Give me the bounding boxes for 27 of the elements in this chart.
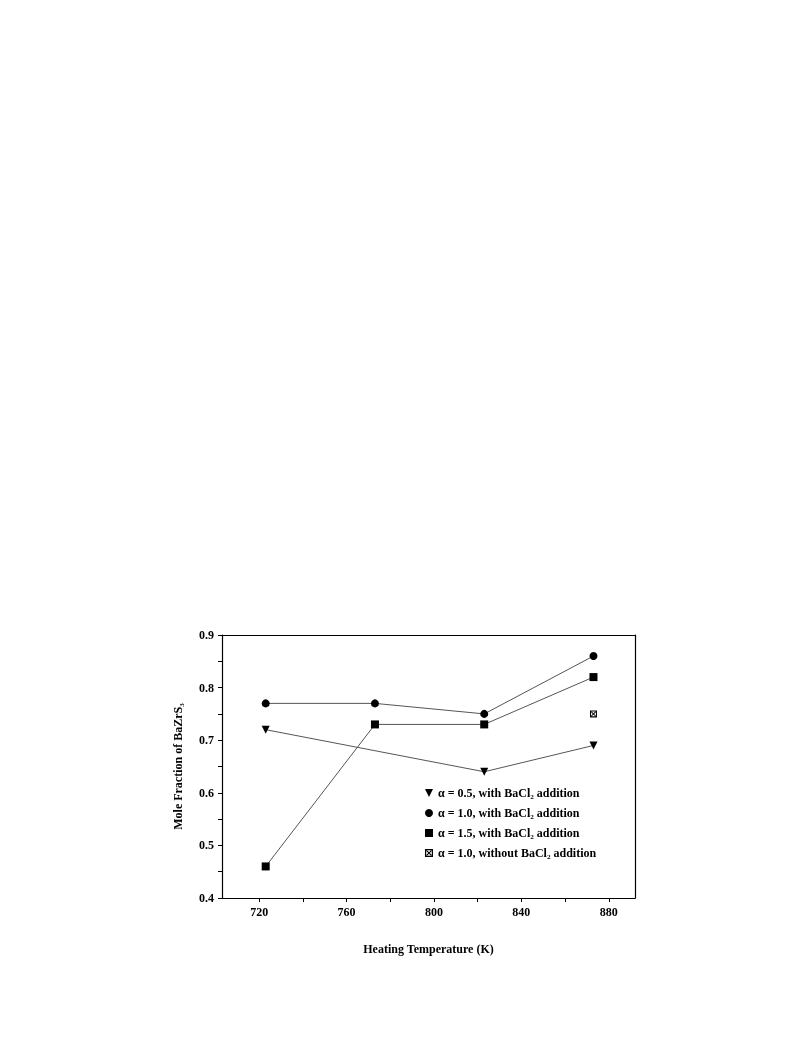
y-tick-label: 0.4 [199, 891, 214, 905]
y-tick-label: 0.7 [199, 733, 214, 748]
y-tick-label: 0.9 [199, 628, 214, 642]
y-tick-label: 0.6 [199, 785, 214, 800]
point [589, 652, 598, 661]
x-tick-label: 840 [512, 905, 531, 919]
point [589, 673, 598, 682]
legend-label: α = 1.0, with BaCl₂ addition [438, 806, 580, 820]
point [589, 741, 598, 750]
y-axis-title: Mole Fraction of BaZrS₃ [171, 702, 185, 830]
x-tick-label: 880 [599, 905, 618, 919]
point [261, 699, 270, 708]
x-tick-label: 760 [337, 905, 356, 919]
point [480, 720, 489, 729]
point [480, 709, 489, 718]
legend-label: α = 1.0, without BaCl₂ addition [438, 846, 597, 860]
y-tick-label: 0.5 [199, 838, 214, 853]
y-tick-label: 0.8 [199, 680, 214, 695]
point [589, 710, 597, 718]
x-tick-label: 720 [250, 905, 269, 919]
point [261, 862, 270, 871]
x-tick-label: 800 [424, 905, 443, 919]
legend-label: α = 1.5, with BaCl₂ addition [438, 826, 580, 840]
point [370, 720, 379, 729]
x-axis-title: Heating Temperature (K) [363, 942, 494, 956]
legend-label: α = 0.5, with BaCl₂ addition [438, 786, 580, 800]
point [370, 699, 379, 708]
